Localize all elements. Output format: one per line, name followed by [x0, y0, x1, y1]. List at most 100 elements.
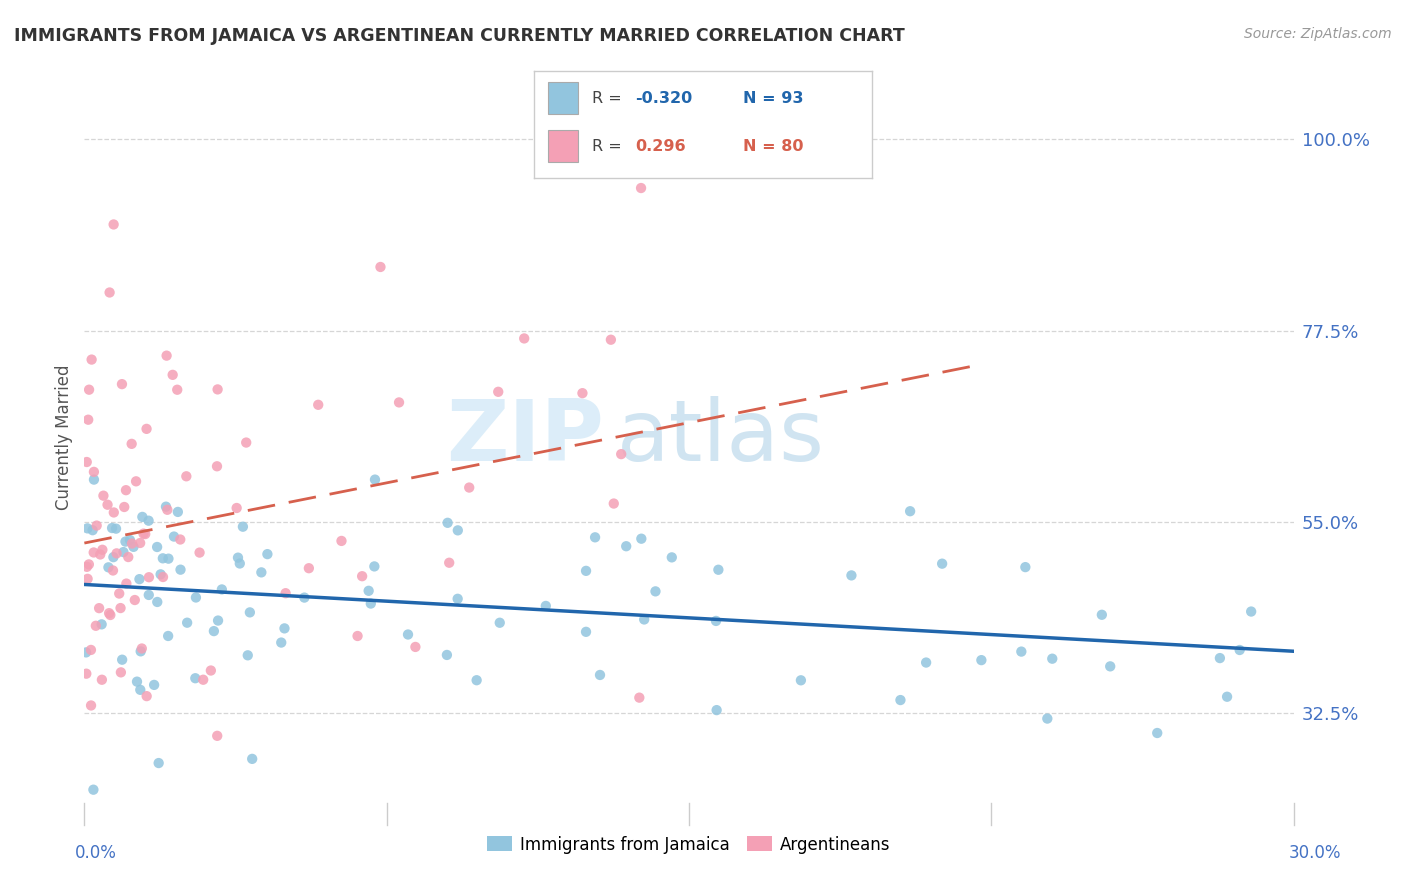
- Point: [75, 666, 97, 681]
- Point: [236, 648, 259, 663]
- FancyBboxPatch shape: [548, 130, 578, 162]
- Point: [129, 682, 152, 697]
- Point: [298, 561, 321, 575]
- Point: [166, 383, 188, 397]
- Point: [357, 583, 380, 598]
- Text: N = 93: N = 93: [744, 91, 804, 105]
- Point: [200, 664, 222, 678]
- Point: [240, 752, 263, 766]
- Point: [98, 607, 121, 622]
- Point: [370, 260, 392, 274]
- Point: [75, 645, 97, 659]
- Point: [90, 673, 112, 687]
- Point: [404, 640, 426, 654]
- Point: [307, 398, 329, 412]
- Point: [250, 566, 273, 580]
- Point: [270, 635, 292, 649]
- Point: [135, 689, 157, 703]
- Point: [101, 521, 124, 535]
- Point: [970, 653, 993, 667]
- Point: [630, 181, 652, 195]
- Point: [167, 505, 190, 519]
- Point: [614, 539, 637, 553]
- Point: [488, 615, 510, 630]
- Text: R =: R =: [592, 91, 627, 105]
- Point: [80, 698, 103, 713]
- Point: [138, 570, 160, 584]
- Point: [1036, 712, 1059, 726]
- Point: [149, 567, 172, 582]
- Point: [1014, 560, 1036, 574]
- Point: [163, 530, 186, 544]
- Point: [134, 527, 156, 541]
- Text: R =: R =: [592, 139, 627, 153]
- Point: [156, 503, 179, 517]
- Point: [89, 548, 111, 562]
- Point: [76, 455, 98, 469]
- Point: [207, 383, 229, 397]
- Point: [131, 641, 153, 656]
- Point: [1010, 644, 1032, 658]
- Point: [157, 551, 180, 566]
- Point: [138, 514, 160, 528]
- Point: [155, 500, 177, 514]
- Point: [93, 489, 115, 503]
- Text: atlas: atlas: [616, 395, 824, 479]
- Point: [633, 612, 655, 626]
- Point: [129, 644, 152, 658]
- Point: [226, 550, 249, 565]
- Point: [188, 545, 211, 559]
- Point: [122, 540, 145, 554]
- Point: [436, 648, 458, 662]
- Point: [364, 473, 387, 487]
- Point: [98, 285, 121, 300]
- Point: [575, 624, 598, 639]
- Point: [155, 349, 177, 363]
- Point: [121, 536, 143, 550]
- Point: [111, 653, 134, 667]
- Point: [1216, 690, 1239, 704]
- Point: [193, 673, 215, 687]
- Point: [125, 475, 148, 489]
- Point: [396, 627, 419, 641]
- Point: [80, 643, 103, 657]
- Point: [77, 413, 100, 427]
- Point: [82, 782, 104, 797]
- Point: [117, 549, 139, 564]
- Point: [388, 395, 411, 409]
- Point: [77, 383, 100, 397]
- Point: [84, 619, 107, 633]
- Point: [437, 556, 460, 570]
- Point: [152, 570, 174, 584]
- Point: [110, 601, 132, 615]
- Point: [205, 459, 228, 474]
- Point: [352, 569, 374, 583]
- Point: [232, 519, 254, 533]
- Point: [292, 591, 315, 605]
- Point: [76, 572, 98, 586]
- Point: [202, 624, 225, 639]
- Point: [465, 673, 488, 688]
- Text: 30.0%: 30.0%: [1288, 844, 1341, 862]
- Point: [225, 501, 247, 516]
- Point: [184, 591, 207, 605]
- Point: [704, 614, 727, 628]
- Point: [132, 526, 155, 541]
- Text: IMMIGRANTS FROM JAMAICA VS ARGENTINEAN CURRENTLY MARRIED CORRELATION CHART: IMMIGRANTS FROM JAMAICA VS ARGENTINEAN C…: [14, 27, 905, 45]
- Point: [90, 617, 112, 632]
- Point: [239, 606, 262, 620]
- Point: [76, 559, 98, 574]
- Point: [235, 435, 257, 450]
- Point: [98, 606, 121, 620]
- Text: 0.0%: 0.0%: [75, 844, 117, 862]
- Legend: Immigrants from Jamaica, Argentineans: Immigrants from Jamaica, Argentineans: [481, 829, 897, 860]
- Point: [162, 368, 184, 382]
- Point: [83, 545, 105, 559]
- Text: 0.296: 0.296: [636, 139, 686, 153]
- Point: [129, 536, 152, 550]
- Point: [1240, 605, 1263, 619]
- Point: [256, 547, 278, 561]
- Y-axis label: Currently Married: Currently Married: [55, 364, 73, 510]
- Point: [83, 473, 105, 487]
- Point: [143, 678, 166, 692]
